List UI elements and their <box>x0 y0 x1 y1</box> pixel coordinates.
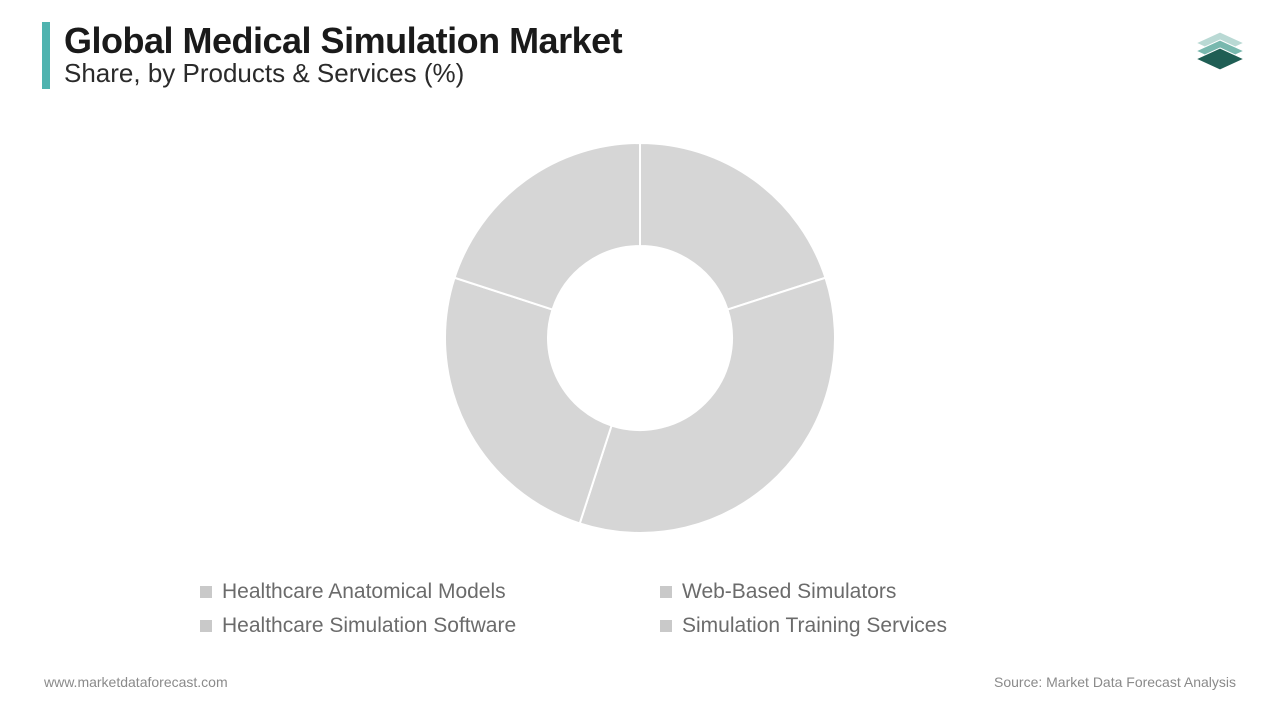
legend-label: Web-Based Simulators <box>682 580 896 604</box>
footer-url: www.marketdataforecast.com <box>44 674 228 690</box>
donut-slice <box>445 278 612 524</box>
legend-swatch-icon <box>200 620 212 632</box>
legend-item: Healthcare Anatomical Models <box>200 580 620 604</box>
legend-swatch-icon <box>200 586 212 598</box>
legend-label: Healthcare Simulation Software <box>222 614 516 638</box>
donut-chart <box>0 128 1280 548</box>
donut-slice <box>640 143 825 310</box>
legend-item: Web-Based Simulators <box>660 580 1080 604</box>
footer-source: Source: Market Data Forecast Analysis <box>994 674 1236 690</box>
donut-slice <box>580 278 835 533</box>
page-title: Global Medical Simulation Market <box>64 22 622 60</box>
header-block: Global Medical Simulation Market Share, … <box>42 22 622 89</box>
brand-logo-icon <box>1192 18 1248 83</box>
legend-swatch-icon <box>660 586 672 598</box>
accent-bar <box>42 22 50 89</box>
chart-legend: Healthcare Anatomical Models Web-Based S… <box>200 580 1080 638</box>
legend-label: Healthcare Anatomical Models <box>222 580 506 604</box>
title-block: Global Medical Simulation Market Share, … <box>64 22 622 89</box>
page-subtitle: Share, by Products & Services (%) <box>64 58 622 89</box>
legend-swatch-icon <box>660 620 672 632</box>
legend-label: Simulation Training Services <box>682 614 947 638</box>
donut-slice <box>455 143 640 310</box>
legend-item: Healthcare Simulation Software <box>200 614 620 638</box>
legend-item: Simulation Training Services <box>660 614 1080 638</box>
slide-container: Global Medical Simulation Market Share, … <box>0 0 1280 720</box>
